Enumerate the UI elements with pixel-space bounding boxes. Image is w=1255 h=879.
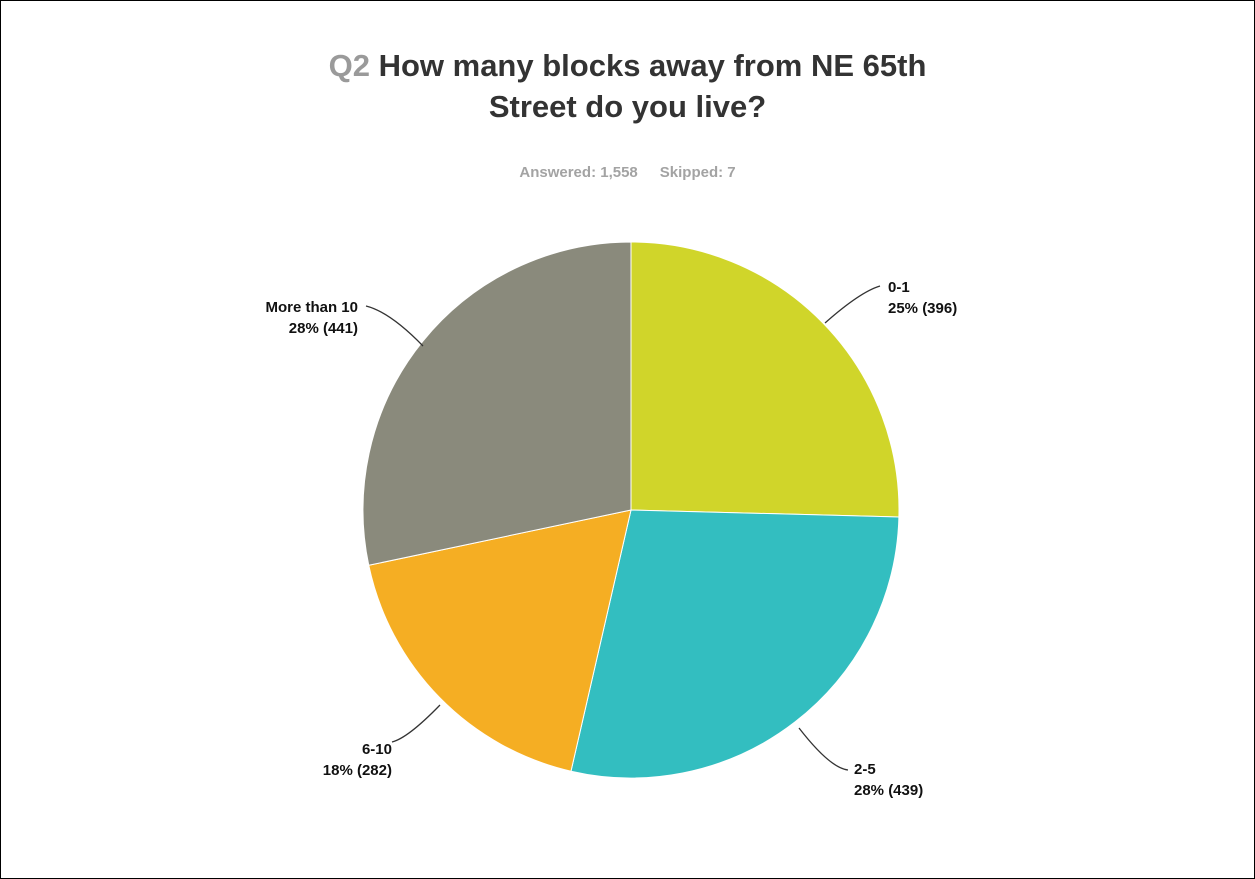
slice-label-category: 2-5: [854, 761, 876, 778]
pie-slice-2-5: [570, 509, 900, 779]
slice-label-value: 28% (441): [289, 320, 358, 337]
skipped-count: Skipped: 7: [659, 164, 736, 181]
answered-count: Answered: 1,558: [519, 164, 638, 181]
pie-slice-more-than-10: [362, 241, 632, 566]
leader-line: [391, 704, 441, 743]
question-number: Q2: [328, 48, 370, 83]
leader-line: [798, 727, 849, 771]
slice-label-value: 18% (282): [323, 762, 392, 779]
chart-title: Q2 How many blocks away from NE 65th Str…: [0, 45, 1255, 127]
question-text-line2: Street do you live?: [488, 89, 767, 124]
leader-line: [365, 305, 424, 347]
slice-label-category: More than 10: [265, 299, 358, 316]
pie-slice-6-10: [368, 509, 632, 772]
response-stats: Answered: 1,558 Skipped: 7: [0, 164, 1255, 181]
pie-slice-0-1: [630, 241, 900, 518]
slice-label-category: 0-1: [888, 279, 910, 296]
question-text-line1: How many blocks away from NE 65th: [378, 48, 927, 83]
leader-line: [824, 285, 881, 324]
slice-label-category: 6-10: [362, 741, 392, 758]
slice-label-value: 25% (396): [888, 300, 957, 317]
slice-label-value: 28% (439): [854, 782, 923, 799]
